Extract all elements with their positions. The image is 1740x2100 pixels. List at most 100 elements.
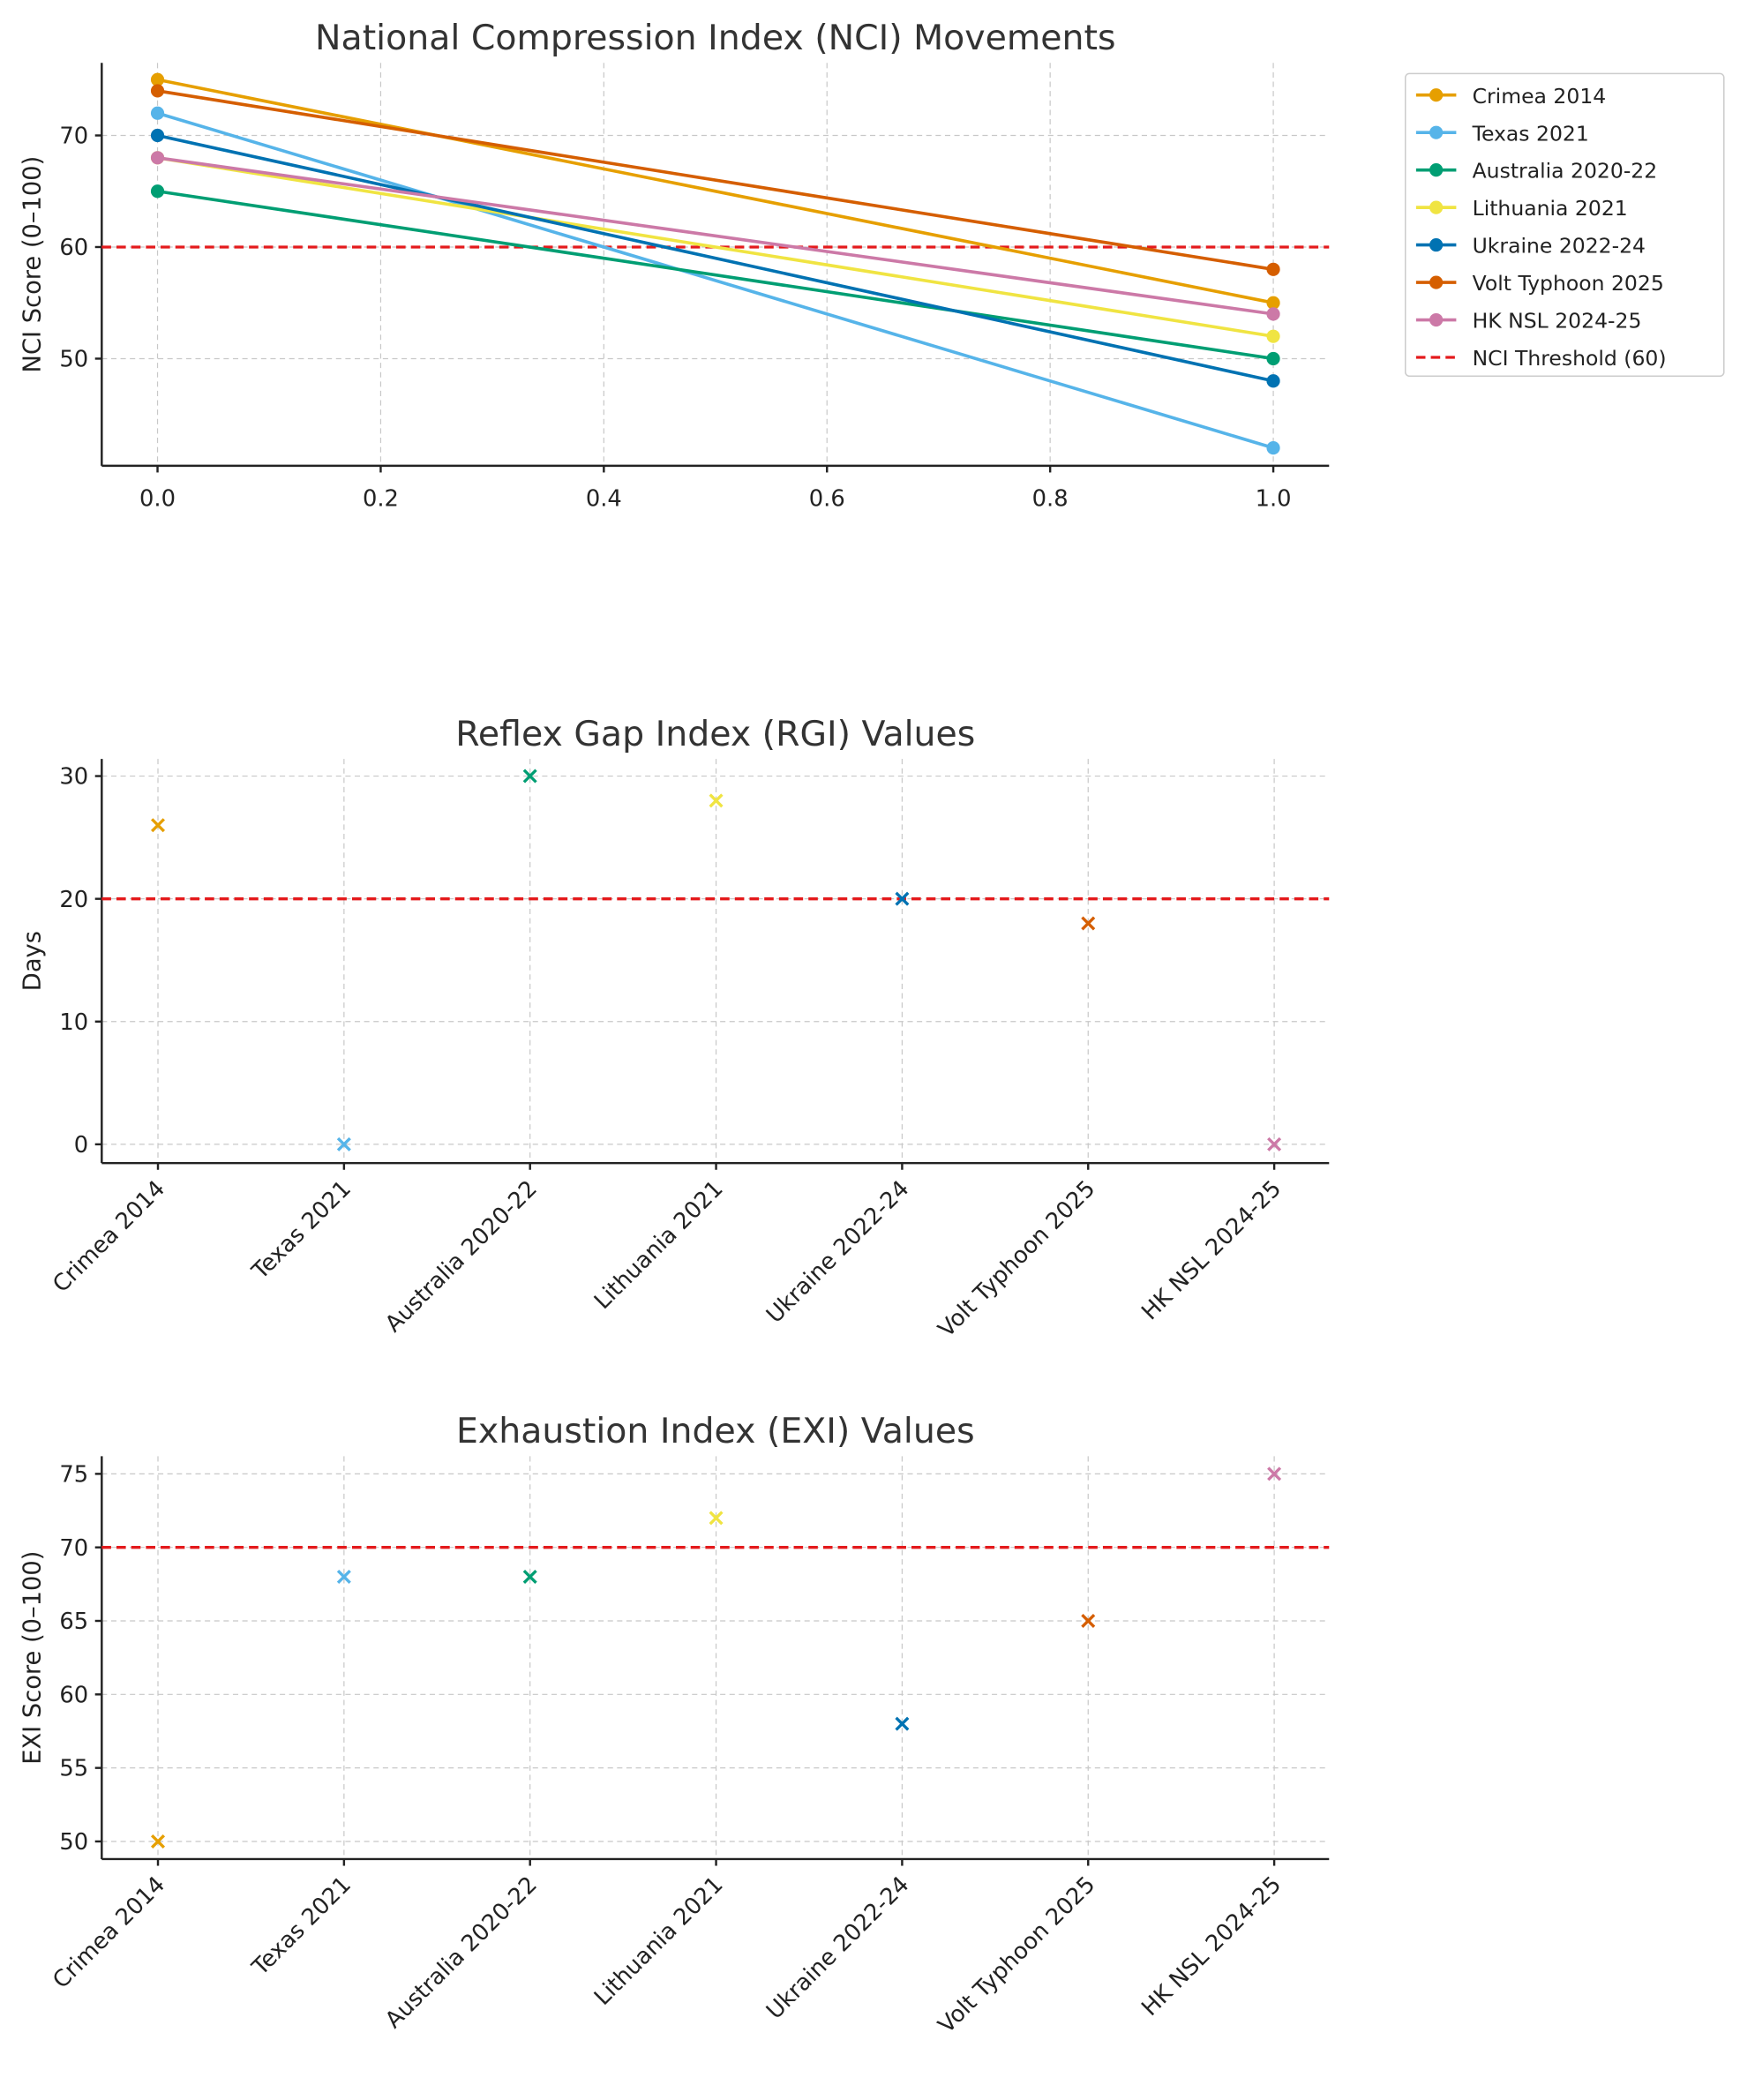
chart-title: Reflex Gap Index (RGI) Values (455, 714, 975, 754)
x-marker-stroke (151, 818, 166, 833)
legend-label: NCI Threshold (60) (1473, 346, 1667, 371)
y-tick-label: 20 (59, 887, 88, 913)
x-marker-stroke (522, 769, 537, 784)
x-marker-stroke (522, 1570, 537, 1585)
legend-item: HK NSL 2024-25 (1415, 309, 1641, 334)
legend-marker (1429, 200, 1444, 214)
series-line-texas-2021 (157, 111, 1274, 450)
x-tick-label: Australia 2020-22 (380, 1175, 543, 1338)
series-line-lithuania-2021 (157, 156, 1274, 338)
x-tick-label: Ukraine 2022-24 (761, 1175, 914, 1328)
data-point (1266, 441, 1280, 455)
x-marker (1081, 916, 1096, 931)
legend-label: Australia 2020-22 (1473, 159, 1658, 184)
x-tick-label: Lithuania 2021 (589, 1175, 729, 1315)
legend-item: Volt Typhoon 2025 (1415, 271, 1664, 296)
y-tick-label: 50 (59, 1829, 88, 1856)
legend-marker (1429, 238, 1444, 252)
x-marker (895, 1716, 910, 1731)
x-marker-stroke (1267, 1136, 1282, 1151)
x-tick-label: 0.4 (586, 485, 622, 512)
x-tick-label: Ukraine 2022-24 (761, 1871, 914, 2024)
x-tick-label: Crimea 2014 (48, 1175, 170, 1298)
y-tick-label: 65 (59, 1609, 88, 1635)
legend-label: Ukraine 2022-24 (1473, 234, 1646, 259)
data-point (150, 72, 165, 86)
series-line-volt-typhoon-2025 (157, 89, 1274, 272)
data-point (150, 84, 165, 98)
x-marker-stroke (336, 1136, 351, 1151)
nci-line-chart: 50 60 70 National Compression Index (NCI) M… (19, 18, 1725, 512)
series-line-ukraine-2022-24 (157, 133, 1274, 383)
x-marker-stroke (895, 1716, 910, 1731)
data-point (150, 151, 165, 165)
chart-title: Exhaustion Index (EXI) Values (456, 1411, 975, 1451)
x-tick-label: Texas 2021 (246, 1175, 356, 1285)
x-marker-stroke (1081, 916, 1096, 931)
legend-item: Crimea 2014 (1415, 84, 1607, 109)
x-tick-label: HK NSL 2024-25 (1136, 1175, 1286, 1325)
rgi-scatter-chart: 0 10 20 30 Reflex Gap Index (RGI) Values Days… (19, 714, 1330, 1343)
legend-item: NCI Threshold (60) (1415, 346, 1667, 371)
x-marker (151, 818, 166, 833)
x-marker-stroke (1081, 1614, 1096, 1629)
y-tick-label: 30 (59, 764, 88, 791)
x-tick-label: 0.6 (809, 485, 845, 512)
legend-item: Ukraine 2022-24 (1415, 234, 1646, 259)
x-tick-label: 1.0 (1256, 485, 1292, 512)
x-marker (1267, 1466, 1282, 1481)
x-marker (522, 769, 537, 784)
x-marker-stroke (895, 891, 910, 906)
series-line-australia-2020-22 (157, 189, 1274, 361)
x-tick-label: Texas 2021 (246, 1871, 356, 1981)
legend-label: Texas 2021 (1472, 121, 1589, 146)
legend-box (1404, 72, 1725, 378)
x-marker-stroke (151, 1834, 166, 1849)
legend-marker (1429, 88, 1444, 102)
y-axis-label: NCI Score (0–100) (19, 156, 47, 373)
x-marker (336, 1570, 351, 1585)
x-marker-stroke (336, 1570, 351, 1585)
x-tick-label: HK NSL 2024-25 (1136, 1871, 1286, 2021)
x-tick-label: 0.0 (139, 485, 176, 512)
legend-label: Volt Typhoon 2025 (1473, 271, 1664, 296)
legend-label: Crimea 2014 (1473, 84, 1607, 109)
legend-marker (1429, 275, 1444, 289)
data-point (1266, 329, 1280, 343)
x-marker (709, 793, 724, 808)
y-tick-label: 0 (74, 1132, 88, 1159)
x-marker-stroke (709, 793, 724, 808)
y-tick-label: 10 (59, 1009, 88, 1036)
x-tick-label: 0.8 (1032, 485, 1069, 512)
legend-marker (1429, 125, 1444, 139)
x-marker-stroke (1267, 1466, 1282, 1481)
x-tick-label: 0.2 (363, 485, 399, 512)
data-point (1266, 351, 1280, 366)
exi-scatter-chart: 50 55 60 65 70 75 Exhaustion Index (EXI) Value… (19, 1411, 1330, 2039)
legend-item: Lithuania 2021 (1415, 196, 1628, 221)
data-point (1266, 262, 1280, 276)
x-tick-label: Lithuania 2021 (589, 1871, 729, 2011)
legend-item: Texas 2021 (1415, 121, 1589, 146)
y-tick-label: 75 (59, 1461, 88, 1488)
x-tick-label: Volt Typhoon 2025 (934, 1175, 1101, 1343)
series-line-crimea-2014 (157, 78, 1274, 305)
legend: Crimea 2014 Texas 2021 Australia 2020-22 Li… (1404, 72, 1725, 378)
y-tick-label: 70 (59, 124, 88, 150)
data-point (150, 106, 165, 120)
chart-title: National Compression Index (NCI) Movemen… (315, 18, 1115, 58)
data-point (1266, 296, 1280, 310)
x-marker (895, 891, 910, 906)
x-marker (709, 1511, 724, 1526)
y-axis-label: EXI Score (0–100) (19, 1551, 47, 1765)
legend-marker (1429, 163, 1444, 177)
x-tick-label: Crimea 2014 (48, 1871, 170, 1994)
y-tick-label: 55 (59, 1756, 88, 1782)
x-marker (1081, 1614, 1096, 1629)
data-point (1266, 307, 1280, 321)
data-point (150, 184, 165, 199)
x-tick-label: Australia 2020-22 (380, 1871, 543, 2034)
y-axis-label: Days (19, 931, 47, 991)
data-point (1266, 374, 1280, 388)
